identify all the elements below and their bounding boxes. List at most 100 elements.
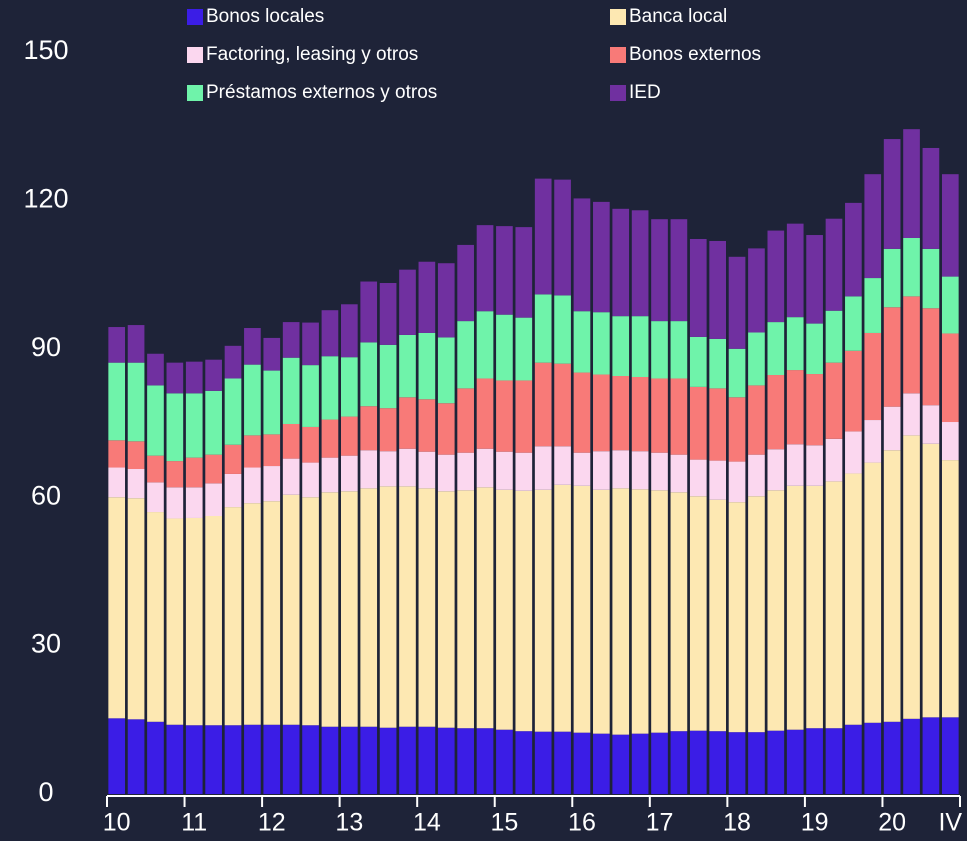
x-tick-label: 18 bbox=[723, 809, 751, 837]
bar-segment bbox=[205, 725, 222, 794]
bar-segment bbox=[127, 362, 145, 442]
bar-segment bbox=[321, 419, 339, 458]
bar-segment bbox=[108, 440, 126, 468]
bar-segment bbox=[689, 336, 707, 387]
legend-label: Factoring, leasing y otros bbox=[206, 44, 418, 65]
bar-segment bbox=[496, 380, 513, 452]
bar-segment bbox=[631, 733, 649, 794]
bar-segment bbox=[166, 518, 184, 725]
bar-segment bbox=[205, 515, 222, 726]
bar-segment bbox=[941, 717, 959, 794]
y-tick-label: 120 bbox=[23, 184, 68, 214]
bar-segment bbox=[748, 496, 765, 733]
bar-segment bbox=[864, 462, 882, 723]
bar-segment bbox=[554, 731, 571, 794]
bar-segment bbox=[244, 724, 261, 794]
bar-segment bbox=[864, 332, 882, 421]
bar-segment bbox=[224, 444, 242, 474]
bar-segment bbox=[457, 490, 474, 729]
bar-segment bbox=[166, 461, 184, 488]
bar-segment bbox=[689, 238, 707, 337]
legend-swatch bbox=[610, 85, 626, 101]
bar-segment bbox=[573, 311, 591, 373]
bar-segment bbox=[651, 452, 668, 491]
bar-segment bbox=[767, 449, 785, 491]
bar-segment bbox=[806, 374, 823, 446]
bar-segment bbox=[321, 457, 339, 493]
bar-segment bbox=[922, 405, 940, 444]
bar-segment bbox=[748, 454, 765, 497]
legend-swatch bbox=[187, 47, 203, 63]
bar-segment bbox=[108, 362, 126, 441]
bar-segment bbox=[515, 317, 533, 381]
bar-segment bbox=[806, 728, 823, 794]
bar-segment bbox=[476, 225, 494, 312]
bar-segment bbox=[418, 261, 436, 333]
bar-segment bbox=[205, 454, 222, 484]
bar-segment bbox=[379, 344, 397, 409]
bar-segment bbox=[670, 492, 688, 732]
bar-segment bbox=[922, 443, 940, 718]
bar-segment bbox=[709, 499, 727, 732]
bar-segment bbox=[573, 485, 591, 733]
bar-segment bbox=[108, 467, 126, 498]
bar-segment bbox=[573, 452, 591, 486]
bar-segment bbox=[786, 485, 804, 730]
bar-segment bbox=[825, 481, 843, 729]
bar-segment bbox=[767, 230, 785, 323]
legend-swatch bbox=[187, 9, 203, 25]
bar-segment bbox=[205, 390, 222, 455]
bar-segment bbox=[321, 356, 339, 420]
x-tick-label: 19 bbox=[801, 809, 829, 837]
legend-swatch bbox=[187, 85, 203, 101]
bar-segment bbox=[786, 444, 804, 486]
bar-segment bbox=[379, 408, 397, 452]
bar-segment bbox=[166, 393, 184, 462]
bar-segment bbox=[903, 129, 920, 238]
bar-segment bbox=[941, 460, 959, 718]
bar-segment bbox=[786, 223, 804, 318]
bar-segment bbox=[224, 473, 242, 508]
bar-segment bbox=[360, 726, 378, 794]
bar-segment bbox=[437, 263, 455, 338]
bar-segment bbox=[244, 435, 261, 468]
bar-segment bbox=[670, 731, 688, 794]
bar-segment bbox=[185, 725, 203, 794]
x-tick-label: 14 bbox=[413, 809, 441, 837]
bar-segment bbox=[670, 219, 688, 322]
bar-segment bbox=[437, 727, 455, 794]
bar-segment bbox=[263, 434, 281, 467]
bar-segment bbox=[244, 328, 261, 365]
bar-segment bbox=[224, 345, 242, 379]
bar-segment bbox=[147, 455, 164, 483]
bar-segment bbox=[534, 489, 552, 732]
bar-segment bbox=[321, 726, 339, 794]
bar-segment bbox=[224, 378, 242, 445]
bar-segment bbox=[806, 485, 823, 729]
bar-segment bbox=[593, 733, 610, 794]
x-tick-label: 11 bbox=[181, 809, 207, 837]
bar-segment bbox=[496, 729, 513, 794]
bar-segment bbox=[573, 198, 591, 312]
bar-segment bbox=[573, 732, 591, 794]
bar-segment bbox=[941, 333, 959, 423]
x-tick-label: 16 bbox=[568, 809, 596, 837]
bar-segment bbox=[496, 226, 513, 315]
bar-segment bbox=[786, 370, 804, 445]
bar-segment bbox=[883, 721, 901, 794]
bar-segment bbox=[147, 512, 164, 722]
bar-segment bbox=[903, 393, 920, 436]
bar-segment bbox=[651, 732, 668, 794]
bar-segment bbox=[534, 731, 552, 794]
bar-segment bbox=[166, 362, 184, 394]
bar-segment bbox=[379, 486, 397, 728]
legend-label: Bonos locales bbox=[206, 6, 324, 27]
x-tick-label: 10 bbox=[103, 809, 131, 837]
bar-segment bbox=[282, 423, 300, 459]
bar-segment bbox=[127, 469, 145, 499]
bar-segment bbox=[786, 729, 804, 794]
bar-segment bbox=[476, 378, 494, 449]
bar-segment bbox=[670, 321, 688, 379]
bar-segment bbox=[748, 732, 765, 794]
bar-segment bbox=[282, 322, 300, 358]
